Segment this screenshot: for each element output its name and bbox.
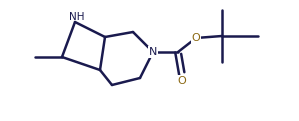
Text: O: O	[192, 33, 200, 43]
Text: N: N	[149, 47, 157, 57]
Text: O: O	[178, 76, 186, 86]
Text: NH: NH	[69, 12, 85, 22]
